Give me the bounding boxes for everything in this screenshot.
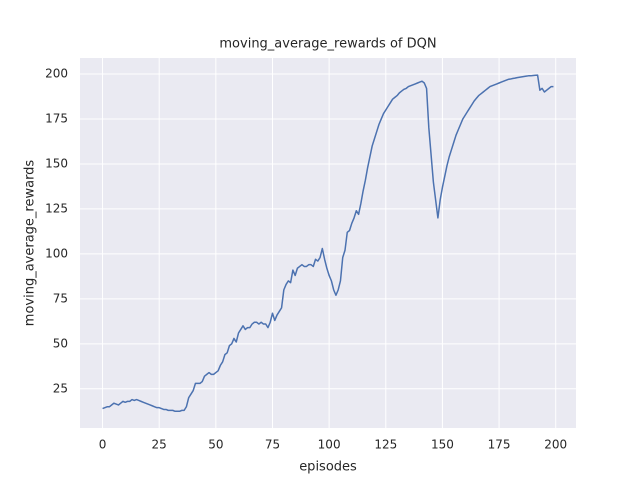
y-tick-label: 50 [53, 336, 68, 350]
x-tick-label: 125 [374, 438, 397, 452]
x-tick-label: 25 [152, 438, 167, 452]
x-tick-label: 100 [318, 438, 341, 452]
x-tick-label: 0 [99, 438, 107, 452]
y-axis-label: moving_average_rewards [23, 160, 38, 327]
y-tick-label: 150 [45, 156, 68, 170]
x-tick-label: 75 [265, 438, 280, 452]
y-tick-label: 100 [45, 246, 68, 260]
y-tick-label: 200 [45, 67, 68, 81]
y-tick-label: 25 [53, 381, 68, 395]
data-line [102, 74, 554, 413]
x-axis-label: episodes [299, 460, 357, 475]
plot-area [80, 58, 576, 428]
y-tick-label: 175 [45, 111, 68, 125]
x-tick-label: 50 [208, 438, 223, 452]
y-tick-label: 125 [45, 201, 68, 215]
y-tick-label: 75 [53, 291, 68, 305]
x-tick-label: 175 [488, 438, 511, 452]
x-tick-label: 200 [544, 438, 567, 452]
chart-title: moving_average_rewards of DQN [219, 37, 436, 52]
x-tick-label: 150 [431, 438, 454, 452]
